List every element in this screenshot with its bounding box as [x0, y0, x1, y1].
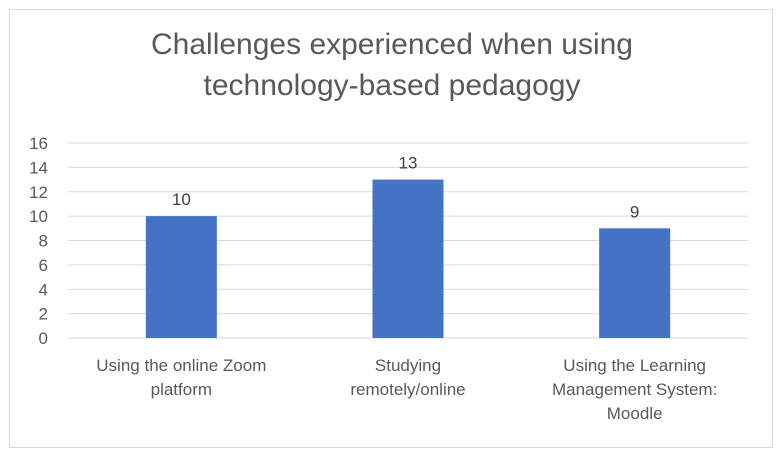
y-tick-label: 2 [39, 305, 48, 324]
y-tick-label: 0 [39, 329, 48, 348]
category-label-line: Moodle [606, 404, 663, 423]
y-tick-label: 8 [39, 232, 48, 251]
chart-title-line-2: technology-based pedagogy [203, 69, 581, 102]
category-label-line: Studying [374, 356, 442, 375]
y-tick-label: 6 [39, 256, 48, 275]
y-tick-label: 16 [29, 134, 48, 153]
category-label-line: Using the online Zoom [96, 356, 267, 375]
bar [372, 179, 444, 338]
category-label-line: remotely/online [350, 380, 466, 399]
category-label-remote: Studying remotely/online [303, 354, 513, 402]
data-label: 13 [399, 154, 418, 173]
data-label: 10 [172, 190, 191, 209]
bar [599, 228, 671, 338]
category-label-line: Using the Learning [563, 356, 707, 375]
chart-title: Challenges experienced when using techno… [0, 24, 784, 106]
category-label-line: platform [150, 380, 213, 399]
data-label: 9 [630, 202, 639, 221]
category-label-line: Management System: [551, 380, 718, 399]
y-tick-label: 10 [29, 207, 48, 226]
category-label-moodle: Using the Learning Management System: Mo… [530, 354, 740, 426]
y-tick-label: 14 [29, 158, 48, 177]
y-tick-label: 4 [39, 280, 48, 299]
category-label-zoom: Using the online Zoom platform [76, 354, 286, 402]
chart-title-line-1: Challenges experienced when using [151, 28, 633, 61]
data-labels: 10 13 9 [172, 154, 640, 222]
y-axis-tick-labels: 0 2 4 6 8 10 12 14 16 [29, 134, 48, 348]
bar [145, 216, 217, 338]
bars [145, 179, 671, 338]
y-tick-label: 12 [29, 183, 48, 202]
